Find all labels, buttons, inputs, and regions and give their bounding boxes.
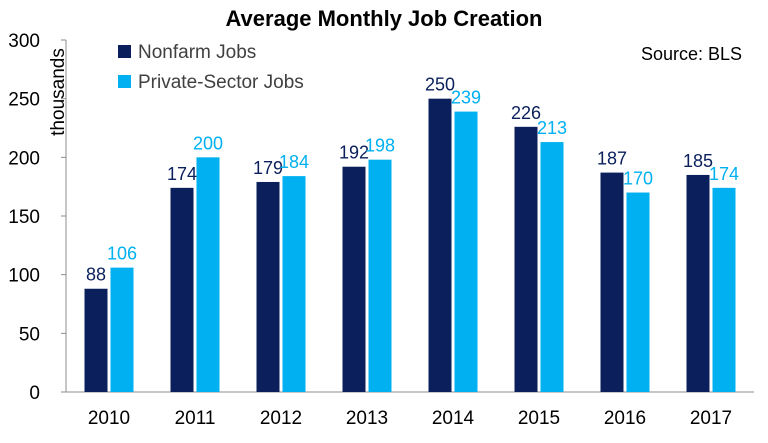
bar-nonfarm <box>514 126 538 393</box>
data-label-nonfarm: 88 <box>86 265 106 285</box>
data-label-nonfarm: 174 <box>167 164 197 184</box>
y-tick-label: 50 <box>19 324 40 345</box>
bar-nonfarm <box>600 172 624 392</box>
x-tick-label: 2010 <box>88 408 130 429</box>
y-axis-label: thousands <box>48 48 69 136</box>
data-label-private-sector: 198 <box>365 136 395 156</box>
x-tick-label: 2013 <box>346 408 388 429</box>
bar-nonfarm <box>342 166 366 392</box>
data-label-nonfarm: 192 <box>339 143 369 163</box>
x-tick-label: 2017 <box>690 408 732 429</box>
bar-private-sector <box>282 176 306 392</box>
data-label-nonfarm: 187 <box>597 149 627 169</box>
x-tick-label: 2012 <box>260 408 302 429</box>
source-note: Source: BLS <box>641 44 742 64</box>
legend: Nonfarm Jobs Private-Sector Jobs <box>118 42 304 93</box>
x-tick-label: 2014 <box>432 408 475 429</box>
bar-private-sector <box>540 142 564 392</box>
legend-label: Private-Sector Jobs <box>138 72 304 93</box>
y-tick-label: 250 <box>8 90 40 111</box>
data-label-private-sector: 184 <box>279 152 309 172</box>
data-label-nonfarm: 179 <box>253 158 283 178</box>
data-label-private-sector: 200 <box>193 133 223 153</box>
x-tick-label: 2015 <box>518 408 560 429</box>
bar-nonfarm <box>84 288 108 392</box>
bar-nonfarm <box>428 98 452 393</box>
data-label-private-sector: 213 <box>537 118 567 138</box>
y-tick-label: 100 <box>8 266 40 287</box>
legend-swatch <box>118 75 131 88</box>
bar-private-sector <box>110 267 134 392</box>
bar-private-sector <box>368 159 392 392</box>
x-tick-label: 2016 <box>604 408 646 429</box>
bars <box>84 98 736 393</box>
data-label-private-sector: 170 <box>623 169 653 189</box>
y-tick-label: 150 <box>8 207 40 228</box>
data-label-private-sector: 239 <box>451 88 481 108</box>
data-label-nonfarm: 226 <box>511 103 541 123</box>
bar-nonfarm <box>686 174 710 392</box>
chart-title: Average Monthly Job Creation <box>225 6 542 31</box>
y-tick-label: 0 <box>29 383 40 404</box>
data-label-nonfarm: 185 <box>683 151 713 171</box>
bar-private-sector <box>454 111 478 392</box>
bar-private-sector <box>712 187 736 392</box>
x-axis: 2010 2011 2012 2013 2014 2015 2016 2017 <box>66 391 754 429</box>
y-axis: 0 50 100 150 200 250 300 <box>8 31 67 404</box>
x-tick-label: 2011 <box>175 408 216 429</box>
bar-nonfarm <box>170 187 194 392</box>
y-tick-label: 200 <box>8 148 40 169</box>
data-label-private-sector: 174 <box>709 164 739 184</box>
data-label-private-sector: 106 <box>107 244 137 264</box>
y-tick-label: 300 <box>8 31 40 52</box>
bar-private-sector <box>626 192 650 392</box>
legend-label: Nonfarm Jobs <box>138 42 256 63</box>
bar-private-sector <box>196 157 220 392</box>
bar-nonfarm <box>256 181 280 392</box>
data-label-nonfarm: 250 <box>425 75 455 95</box>
legend-swatch <box>118 45 131 58</box>
